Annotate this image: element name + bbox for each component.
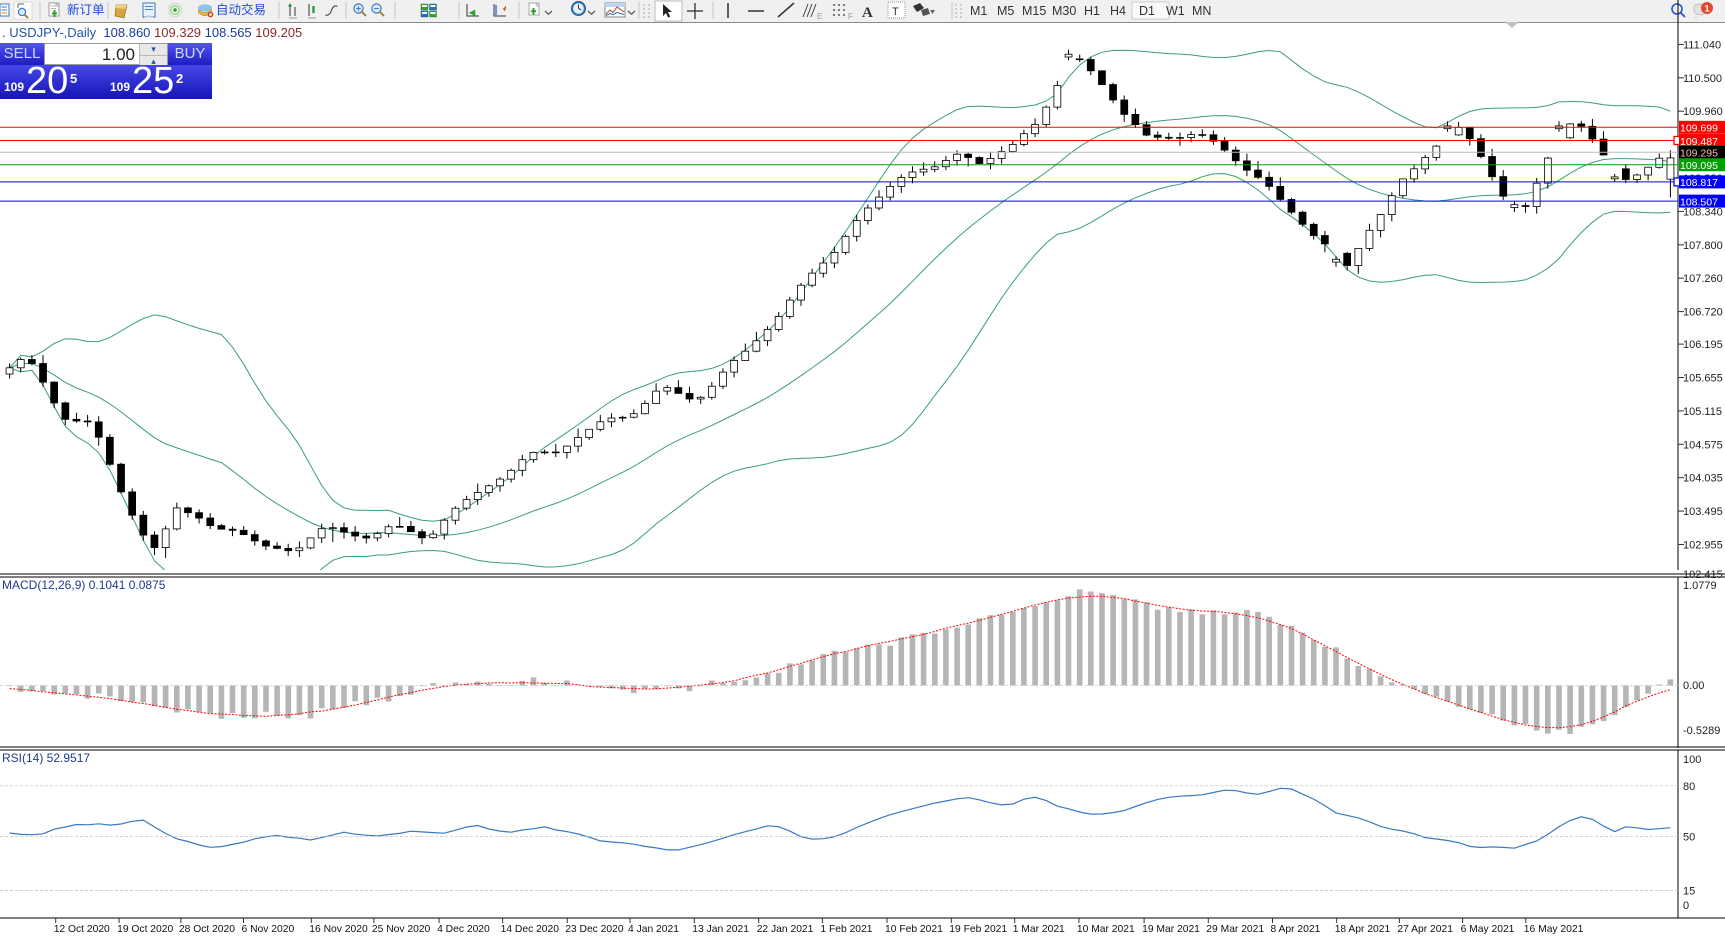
svg-text:-0.5289: -0.5289	[1683, 725, 1720, 737]
svg-text:14 Dec 2020: 14 Dec 2020	[501, 924, 560, 935]
svg-text:100: 100	[1683, 754, 1701, 766]
svg-text:19 Oct 2020: 19 Oct 2020	[117, 924, 173, 935]
svg-text:27 Apr 2021: 27 Apr 2021	[1397, 924, 1453, 935]
svg-text:6 May 2021: 6 May 2021	[1461, 924, 1515, 935]
svg-text:8 Apr 2021: 8 Apr 2021	[1271, 924, 1321, 935]
svg-text:0: 0	[1683, 900, 1689, 912]
svg-text:6 Nov 2020: 6 Nov 2020	[242, 924, 295, 935]
svg-text:RSI(14) 52.9517: RSI(14) 52.9517	[2, 751, 90, 765]
svg-text:23 Dec 2020: 23 Dec 2020	[565, 924, 624, 935]
svg-text:1 Feb 2021: 1 Feb 2021	[820, 924, 872, 935]
svg-text:19 Mar 2021: 19 Mar 2021	[1142, 924, 1200, 935]
svg-text:1 Mar 2021: 1 Mar 2021	[1013, 924, 1065, 935]
svg-text:13 Jan 2021: 13 Jan 2021	[692, 924, 749, 935]
svg-text:18 Apr 2021: 18 Apr 2021	[1335, 924, 1391, 935]
svg-text:29 Mar 2021: 29 Mar 2021	[1206, 924, 1264, 935]
svg-text:12 Oct 2020: 12 Oct 2020	[54, 924, 110, 935]
svg-text:22 Jan 2021: 22 Jan 2021	[757, 924, 814, 935]
svg-text:10 Mar 2021: 10 Mar 2021	[1077, 924, 1135, 935]
svg-text:50: 50	[1683, 831, 1695, 843]
svg-text:0.00: 0.00	[1683, 680, 1704, 692]
svg-text:MACD(12,26,9) 0.1041 0.0875: MACD(12,26,9) 0.1041 0.0875	[2, 578, 166, 592]
svg-text:16 Nov 2020: 16 Nov 2020	[309, 924, 368, 935]
svg-text:19 Feb 2021: 19 Feb 2021	[949, 924, 1007, 935]
svg-text:4 Dec 2020: 4 Dec 2020	[437, 924, 490, 935]
svg-text:4 Jan 2021: 4 Jan 2021	[628, 924, 679, 935]
svg-text:10 Feb 2021: 10 Feb 2021	[885, 924, 943, 935]
svg-text:80: 80	[1683, 781, 1695, 793]
svg-text:28 Oct 2020: 28 Oct 2020	[179, 924, 235, 935]
svg-text:25 Nov 2020: 25 Nov 2020	[372, 924, 431, 935]
svg-text:1.0779: 1.0779	[1683, 580, 1717, 592]
svg-text:15: 15	[1683, 886, 1695, 898]
svg-text:16 May 2021: 16 May 2021	[1524, 924, 1584, 935]
